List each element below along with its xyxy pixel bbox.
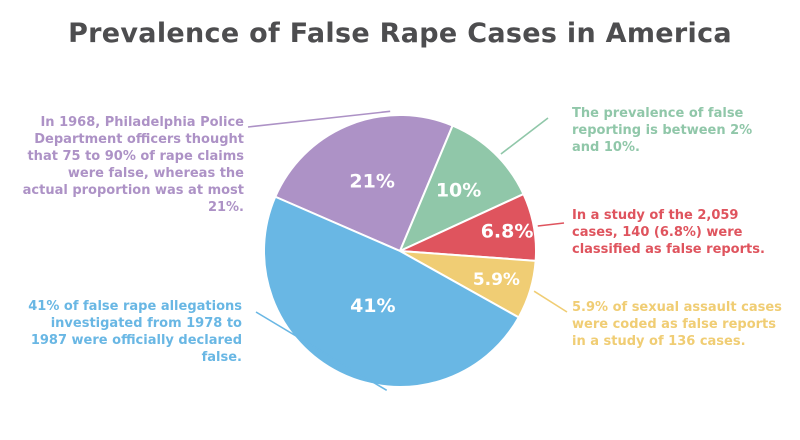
slice-label-5-9-percent: 5.9%: [473, 270, 520, 290]
leader-line-41-percent: [255, 311, 388, 392]
leader-line-10-percent: [500, 117, 549, 155]
slice-41-percent: [263, 195, 521, 388]
slice-label-10-percent: 10%: [436, 179, 481, 201]
slice-21-percent: [273, 114, 454, 253]
leader-line-21-percent: [247, 110, 391, 128]
annotation-6-8-percent: In a study of the 2,059 cases, 140 (6.8%…: [572, 208, 765, 257]
slice-10-percent: [398, 124, 525, 253]
slice-label-41-percent: 41%: [350, 295, 395, 317]
leader-line-6-8-percent: [537, 222, 565, 227]
slice-label-6-8-percent: 6.8%: [481, 221, 534, 243]
annotation-5-9-percent: 5.9% of sexual assault cases were coded …: [572, 300, 782, 349]
slice-label-21-percent: 21%: [349, 171, 394, 193]
chart-title: Prevalence of False Rape Cases in Americ…: [68, 18, 732, 49]
leader-line-5-9-percent: [533, 290, 568, 313]
annotation-21-percent: In 1968, Philadelphia Police Department …: [22, 115, 244, 215]
annotation-10-percent: The prevalence of false reporting is bet…: [572, 106, 753, 155]
annotation-41-percent: 41% of false rape allegations investigat…: [28, 299, 242, 365]
